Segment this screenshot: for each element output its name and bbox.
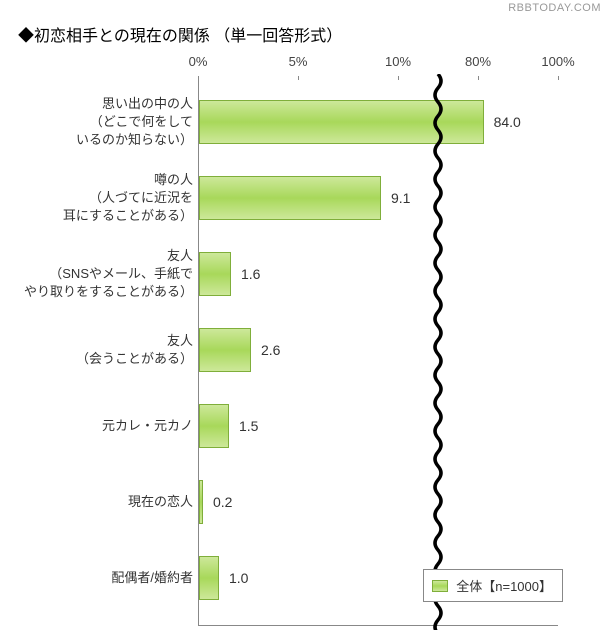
x-tick-label: 5%: [289, 54, 308, 69]
chart-title: ◆初恋相手との現在の関係 （単一回答形式）: [18, 22, 342, 46]
watermark: RBBTODAY.COM: [508, 2, 601, 14]
bar: [199, 100, 484, 144]
bar: [199, 556, 219, 600]
category-label: 友人（SNSやメール、手紙でやり取りをすることがある）: [3, 247, 193, 302]
bar: [199, 176, 381, 220]
bar: [199, 404, 229, 448]
x-tick-label: 80%: [465, 54, 491, 69]
category-label: 思い出の中の人（どこで何をしているのか知らない）: [3, 95, 193, 150]
bar-value-label: 1.5: [239, 418, 258, 434]
bar-value-label: 0.2: [213, 494, 232, 510]
bar-value-label: 9.1: [391, 190, 410, 206]
plot-region: 84.0 9.1 1.6 2.6 1.5 0.2 1.0: [198, 78, 558, 626]
legend-swatch: [432, 580, 448, 592]
bar: [199, 480, 203, 524]
x-tick-label: 0%: [189, 54, 208, 69]
chart-area: 0% 5% 10% 80% 100% 84.0 9.1 1.6 2.6 1.5 0.2 1.0 思い…: [0, 48, 607, 628]
category-label: 噂の人（人づてに近況を耳にすることがある）: [3, 171, 193, 226]
x-tick-label: 10%: [385, 54, 411, 69]
bar-value-label: 84.0: [494, 114, 521, 130]
bar: [199, 252, 231, 296]
x-tick-label: 100%: [541, 54, 574, 69]
bar-value-label: 2.6: [261, 342, 280, 358]
category-label: 元カレ・元カノ: [3, 417, 193, 435]
legend-label: 全体【n=1000】: [456, 576, 552, 595]
bar-value-label: 1.6: [241, 266, 260, 282]
legend: 全体【n=1000】: [423, 569, 563, 602]
bar-value-label: 1.0: [229, 570, 248, 586]
category-label: 配偶者/婚約者: [3, 569, 193, 587]
bar: [199, 328, 251, 372]
category-label: 現在の恋人: [3, 493, 193, 511]
x-tick-mark: [558, 76, 559, 80]
category-label: 友人（会うことがある）: [3, 332, 193, 368]
